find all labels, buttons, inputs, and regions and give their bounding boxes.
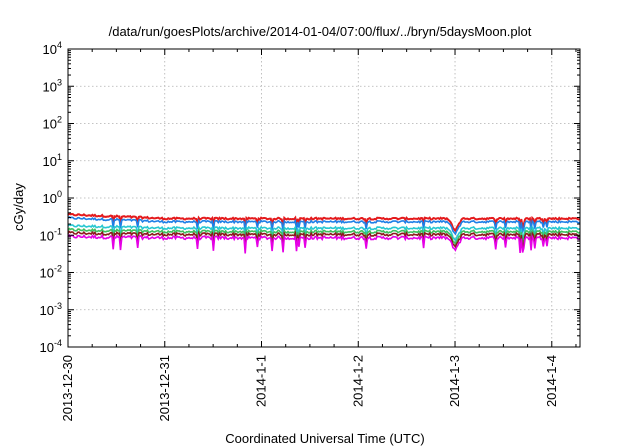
x-axis-label: Coordinated Universal Time (UTC)	[225, 431, 424, 446]
y-tick-label: 10-2	[40, 264, 62, 281]
series-group	[67, 212, 581, 254]
y-tick-label: 102	[43, 115, 62, 132]
y-tick-label: 103	[43, 77, 62, 94]
y-tick-label: 10-4	[40, 338, 62, 355]
x-tick-label: 2014-1-2	[350, 355, 365, 407]
y-axis-label: cGy/day	[11, 183, 26, 231]
series-line-2	[67, 215, 581, 236]
y-axis: 10-4 10-3 10-2 10-1 100 101 102 103 104	[40, 40, 580, 355]
chart-title: /data/run/goesPlots/archive/2014-01-04/0…	[109, 24, 532, 39]
series-line-3	[67, 223, 581, 242]
x-tick-label: 2014-1-4	[544, 355, 559, 407]
x-tick-label: 2013-12-31	[157, 355, 172, 422]
y-tick-label: 10-3	[40, 301, 62, 318]
x-axis: 2013-12-30 2013-12-31 2014-1-1 2014-1-2 2014…	[60, 49, 577, 422]
y-tick-label: 104	[43, 40, 62, 57]
y-tick-label: 100	[43, 189, 62, 206]
x-tick-label: 2013-12-30	[60, 355, 75, 422]
x-tick-label: 2014-1-1	[254, 355, 269, 407]
series-line-6	[67, 233, 581, 254]
x-tick-label: 2014-1-3	[447, 355, 462, 407]
series-line-1	[67, 212, 581, 233]
series-line-5	[67, 230, 581, 249]
grid	[68, 49, 580, 347]
series-line-4	[67, 227, 581, 246]
y-tick-label: 101	[43, 152, 62, 169]
y-tick-label: 10-1	[40, 226, 62, 243]
